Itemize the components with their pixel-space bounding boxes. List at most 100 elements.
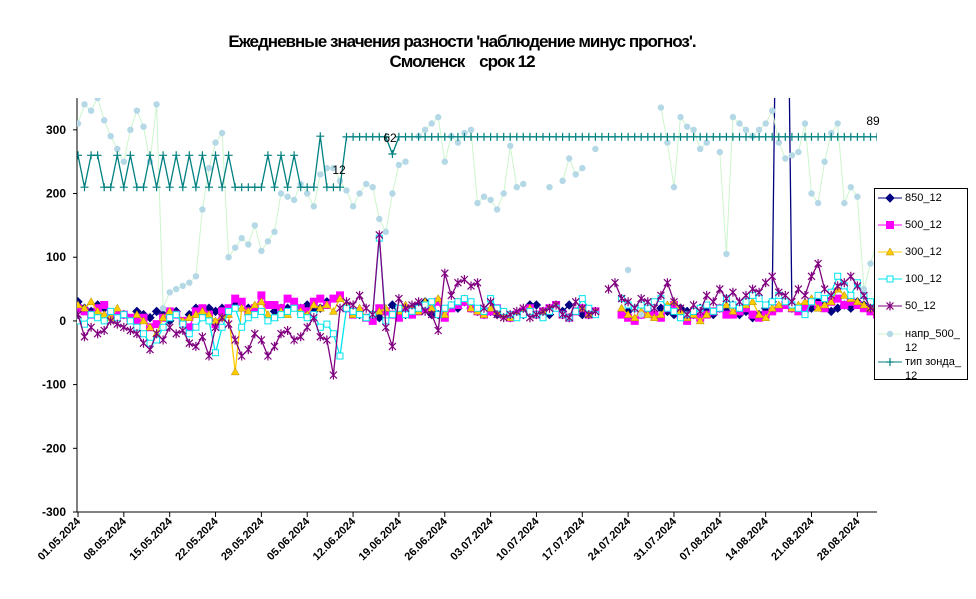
series-marker bbox=[77, 300, 83, 309]
annotation: 12 bbox=[332, 163, 346, 177]
series-marker bbox=[199, 206, 206, 213]
series-marker bbox=[834, 120, 841, 127]
legend-entry: тип зонда_12 bbox=[875, 355, 969, 383]
series-marker bbox=[716, 304, 724, 312]
x-tick-label: 03.07.2024 bbox=[448, 515, 496, 563]
series-marker bbox=[761, 313, 771, 321]
series-marker bbox=[643, 297, 652, 307]
series-marker bbox=[330, 164, 337, 172]
series-marker bbox=[139, 316, 148, 325]
series-marker bbox=[775, 139, 782, 146]
series-marker bbox=[284, 307, 292, 315]
series-marker bbox=[630, 303, 639, 313]
series-marker bbox=[532, 310, 541, 320]
series-marker bbox=[297, 311, 305, 319]
series-marker bbox=[578, 295, 586, 303]
series-marker bbox=[198, 332, 207, 342]
series-marker bbox=[86, 297, 96, 306]
series-marker bbox=[499, 313, 508, 323]
series-marker bbox=[781, 290, 790, 300]
series-marker bbox=[474, 199, 481, 207]
series-marker bbox=[813, 303, 823, 312]
series-marker bbox=[695, 316, 705, 325]
series-marker bbox=[126, 326, 135, 335]
series-marker bbox=[146, 151, 154, 160]
series-marker bbox=[657, 104, 665, 111]
series-marker bbox=[257, 291, 266, 300]
series-marker bbox=[755, 287, 764, 297]
series-marker bbox=[218, 129, 226, 137]
series-marker bbox=[151, 306, 162, 317]
series-marker bbox=[801, 120, 809, 127]
series-marker bbox=[748, 297, 758, 306]
series-marker bbox=[592, 145, 599, 153]
chart-title: Ежедневные значения разности 'наблюдение… bbox=[228, 32, 695, 51]
series-marker bbox=[755, 295, 763, 303]
series-marker bbox=[801, 290, 809, 300]
series-marker bbox=[309, 313, 318, 323]
series-marker bbox=[664, 139, 671, 146]
series-marker bbox=[473, 278, 482, 288]
series-marker bbox=[873, 132, 877, 141]
series-marker bbox=[244, 345, 253, 355]
series-marker bbox=[263, 351, 272, 361]
series-marker bbox=[572, 171, 579, 178]
series-marker bbox=[729, 113, 737, 121]
series-marker bbox=[683, 310, 692, 320]
series-marker bbox=[250, 329, 259, 339]
series-marker bbox=[277, 190, 285, 197]
series-line bbox=[77, 136, 877, 188]
series-marker bbox=[728, 306, 738, 315]
legend-entry: 500_12 bbox=[875, 218, 969, 232]
series-marker bbox=[433, 294, 443, 302]
series-marker bbox=[218, 183, 227, 192]
y-tick-label: 100 bbox=[46, 250, 66, 264]
series-marker bbox=[729, 301, 737, 309]
series-marker bbox=[381, 322, 390, 332]
series-marker bbox=[723, 250, 730, 258]
series-marker bbox=[107, 133, 114, 140]
series-marker bbox=[401, 303, 410, 313]
series-marker bbox=[493, 206, 501, 213]
series-marker bbox=[388, 341, 397, 351]
series-marker bbox=[198, 151, 207, 160]
series-marker bbox=[126, 151, 135, 160]
series-marker bbox=[643, 310, 653, 318]
series-marker bbox=[604, 284, 613, 294]
series-marker bbox=[376, 215, 383, 223]
y-tick-label: -100 bbox=[42, 378, 66, 392]
series-marker bbox=[762, 120, 769, 127]
series-marker bbox=[100, 326, 109, 335]
series-marker bbox=[808, 298, 815, 306]
series-marker bbox=[374, 306, 384, 315]
series-marker bbox=[152, 329, 161, 339]
series-marker bbox=[703, 139, 710, 146]
legend-marker bbox=[886, 301, 894, 311]
series-marker bbox=[860, 285, 868, 293]
series-marker bbox=[290, 196, 298, 204]
legend-label: 850_12 bbox=[905, 192, 942, 204]
series-marker bbox=[565, 313, 574, 323]
series-marker bbox=[205, 317, 213, 325]
y-tick-label: 300 bbox=[46, 123, 66, 137]
series-marker bbox=[132, 316, 141, 325]
series-marker bbox=[329, 294, 338, 303]
series-marker bbox=[112, 303, 122, 312]
series-marker bbox=[159, 323, 167, 331]
series-marker bbox=[703, 301, 711, 309]
x-tick-label: 29.05.2024 bbox=[219, 515, 267, 563]
series-marker bbox=[173, 285, 180, 293]
series-marker bbox=[794, 304, 802, 312]
annotation: 62 bbox=[383, 131, 397, 145]
series-marker bbox=[271, 314, 278, 322]
series-marker bbox=[191, 183, 200, 192]
series-marker bbox=[827, 290, 836, 300]
series-marker bbox=[584, 310, 593, 320]
legend-marker bbox=[886, 358, 894, 366]
legend-marker bbox=[886, 330, 894, 338]
series-marker bbox=[127, 126, 134, 133]
series-marker bbox=[663, 304, 671, 312]
series-marker bbox=[852, 297, 862, 306]
series-marker bbox=[284, 193, 291, 200]
series-marker bbox=[132, 329, 141, 339]
